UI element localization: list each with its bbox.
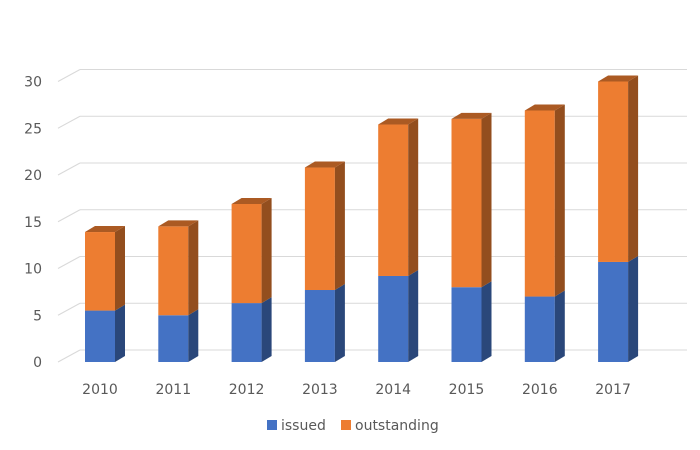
bar-issued-2015 bbox=[451, 281, 492, 362]
bar-side bbox=[628, 75, 639, 262]
bar-outstanding-2012 bbox=[231, 197, 272, 304]
bar-front bbox=[524, 296, 555, 362]
legend-label-issued: issued bbox=[281, 418, 326, 434]
bar-outstanding-2014 bbox=[378, 118, 419, 276]
bar-issued-2013 bbox=[304, 284, 345, 362]
x-tick-label: 2014 bbox=[375, 382, 411, 398]
x-tick-label: 2010 bbox=[82, 382, 118, 398]
legend-swatch-outstanding bbox=[341, 420, 351, 430]
y-tick-label: 30 bbox=[24, 75, 42, 91]
bar-front bbox=[85, 232, 115, 311]
bar-front bbox=[158, 315, 189, 362]
x-axis-ticks: 2010 2011 2012 2013 2014 2015 2016 2017 bbox=[82, 382, 631, 398]
y-tick-label: 0 bbox=[33, 355, 42, 371]
bar-top bbox=[598, 75, 639, 82]
x-tick-label: 2013 bbox=[302, 382, 338, 398]
bar-side bbox=[628, 255, 639, 362]
bar-side bbox=[261, 197, 272, 304]
bar-side bbox=[188, 309, 199, 362]
x-tick-label: 2012 bbox=[229, 382, 265, 398]
bar-front bbox=[158, 226, 189, 316]
y-tick-label: 15 bbox=[24, 215, 42, 231]
gridline-side bbox=[57, 256, 81, 269]
bar-stack-2011 bbox=[158, 220, 199, 362]
y-tick-label: 20 bbox=[24, 168, 42, 184]
y-tick-label: 25 bbox=[24, 121, 42, 137]
bar-issued-2011 bbox=[158, 309, 199, 362]
x-tick-label: 2011 bbox=[155, 382, 191, 398]
y-tick-label: 10 bbox=[24, 262, 42, 278]
bar-front bbox=[378, 275, 409, 362]
legend-item-outstanding: outstanding bbox=[341, 418, 439, 434]
bar-side bbox=[408, 118, 419, 276]
bar-side bbox=[334, 284, 345, 362]
bar-side bbox=[115, 304, 125, 362]
bar-side bbox=[261, 297, 272, 362]
bar-top bbox=[231, 197, 272, 204]
bar-top bbox=[85, 226, 125, 233]
bar-side bbox=[481, 112, 492, 288]
x-tick-label: 2016 bbox=[522, 382, 558, 398]
gridline-side bbox=[57, 209, 81, 223]
x-tick-label: 2017 bbox=[595, 382, 631, 398]
bar-top bbox=[524, 104, 565, 111]
bar-issued-2017 bbox=[598, 255, 639, 362]
bar-top bbox=[378, 118, 419, 125]
bar-side bbox=[481, 281, 492, 362]
bar-front bbox=[304, 290, 335, 362]
bar-side bbox=[408, 269, 419, 362]
bar-issued-2012 bbox=[231, 297, 272, 362]
y-axis-ticks: 0 5 10 15 20 25 30 bbox=[24, 75, 42, 372]
bar-outstanding-2010 bbox=[85, 226, 125, 311]
bar-outstanding-2011 bbox=[158, 220, 199, 316]
gridline-side bbox=[57, 162, 81, 176]
x-tick-label: 2015 bbox=[449, 382, 485, 398]
bar-stack-2017 bbox=[598, 75, 639, 362]
bar-top bbox=[451, 112, 492, 119]
bar-issued-2010 bbox=[85, 304, 125, 362]
bar-outstanding-2017 bbox=[598, 75, 639, 262]
bar-side bbox=[554, 290, 565, 362]
bar-outstanding-2013 bbox=[304, 161, 345, 291]
bar-front bbox=[451, 118, 482, 288]
bar-front bbox=[231, 303, 262, 362]
bar-side bbox=[188, 220, 199, 316]
legend: issued outstanding bbox=[267, 418, 439, 434]
bar-front bbox=[524, 110, 555, 297]
bar-front bbox=[378, 124, 409, 276]
gridline-side bbox=[57, 69, 81, 82]
y-tick-label: 5 bbox=[33, 308, 42, 324]
bar-stack-2016 bbox=[524, 104, 565, 362]
bar-stack-2012 bbox=[231, 197, 272, 362]
bars bbox=[85, 75, 639, 362]
bar-stack-2013 bbox=[304, 161, 345, 362]
bar-front bbox=[598, 261, 629, 362]
gridline-side bbox=[57, 349, 81, 363]
bar-outstanding-2015 bbox=[451, 112, 492, 288]
bar-front bbox=[451, 287, 482, 362]
bar-side bbox=[554, 104, 565, 297]
bar-stack-2015 bbox=[451, 112, 492, 362]
bar-front bbox=[304, 167, 335, 291]
bar-front bbox=[85, 310, 115, 362]
bar-side bbox=[115, 226, 125, 311]
gridline-side bbox=[57, 302, 81, 316]
bar-outstanding-2016 bbox=[524, 104, 565, 297]
legend-item-issued: issued bbox=[267, 418, 326, 434]
bar-issued-2014 bbox=[378, 269, 419, 362]
bar-top bbox=[304, 161, 345, 168]
bar-stack-2010 bbox=[85, 226, 125, 362]
bar-issued-2016 bbox=[524, 290, 565, 362]
legend-label-outstanding: outstanding bbox=[355, 418, 439, 434]
legend-swatch-issued bbox=[267, 420, 277, 430]
bar-stack-2014 bbox=[378, 118, 419, 362]
bar-front bbox=[598, 81, 629, 262]
bar-side bbox=[334, 161, 345, 291]
bar-front bbox=[231, 203, 262, 304]
gridline-side bbox=[57, 115, 81, 129]
gridlines bbox=[57, 69, 687, 363]
bar-top bbox=[158, 220, 199, 227]
